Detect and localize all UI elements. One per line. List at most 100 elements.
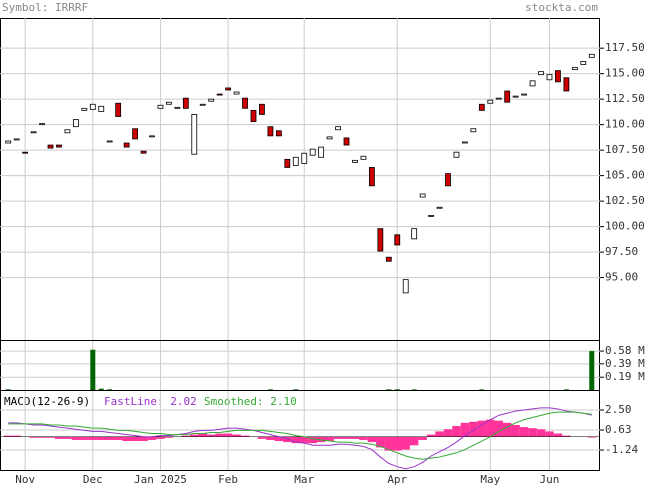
histogram-bar [206,434,216,437]
candle [140,150,147,154]
histogram-bar [215,433,224,437]
histogram-bar [316,436,326,443]
volume-bar [563,389,569,390]
candle [259,103,265,115]
histogram-bar [350,436,360,439]
candle [106,140,113,143]
histogram-bar [80,436,89,440]
legend-entry: Smoothed: 2.10 [204,395,297,408]
candle [233,91,240,95]
candle [13,138,20,141]
y-tick-label: 107.50 [605,143,645,156]
candle [115,102,122,117]
volume-bar [411,389,417,390]
candle [89,103,96,110]
candle [64,129,71,134]
histogram-bar [477,420,487,437]
candle [309,148,316,156]
candle [56,144,62,148]
candle [326,136,333,140]
macd-line [8,411,592,460]
histogram-bar [54,436,64,439]
histogram-bar [519,427,529,437]
candle [132,128,138,140]
histogram-bar [409,436,419,446]
histogram-bar [342,436,351,439]
y-tick-label: 2.50 [605,403,632,416]
histogram-bar [300,436,309,444]
histogram-bar [130,436,140,442]
volume-bar [5,389,11,390]
candle [284,158,291,168]
histogram-bar [97,436,106,440]
x-tick-label: Dec [83,473,103,486]
histogram-bar [63,436,72,439]
candle [402,279,409,294]
volume-bar [386,389,392,390]
histogram-bar [469,421,478,437]
histogram-bar [274,436,284,442]
candle [225,87,232,91]
candle [191,114,198,155]
candle [39,123,45,126]
y-tick-label: 95.00 [605,271,638,284]
histogram-bar [536,429,546,437]
volume-bar [293,389,299,390]
candle [216,93,223,96]
histogram-bar [486,419,495,437]
histogram-bar [232,434,241,437]
candle [436,206,443,209]
volume-bar [589,351,595,390]
histogram-bar [376,436,385,448]
candle [157,104,164,109]
x-tick-label: Jun [540,473,560,486]
histogram-bar [122,436,131,442]
candle [521,93,528,96]
candle [470,128,477,133]
candle [242,97,248,109]
candle [419,193,426,198]
histogram-bar [426,434,436,437]
y-tick-label: 97.50 [605,245,638,258]
candle [462,141,468,144]
y-tick-label: 105.00 [605,169,645,182]
y-tick-label: 0.63 [605,423,632,436]
candle [72,119,79,128]
histogram-bar [240,435,250,437]
candle [588,53,595,58]
candle [411,228,418,240]
histogram-bar [37,436,47,438]
candle [123,142,130,148]
histogram-bar [452,426,461,437]
candle [22,151,29,154]
histogram-bar [308,436,317,444]
candle [571,67,578,70]
candle [453,151,460,158]
candle [335,126,341,131]
histogram-bar [198,433,207,437]
histogram-bar [553,433,563,437]
histogram-bar [494,420,503,437]
candle [495,97,502,100]
candle [352,159,358,163]
histogram-bar [181,435,191,437]
candle [487,99,494,104]
candle [529,80,536,87]
chart-title: Symbol: IRRRF [2,1,88,14]
histogram-bar [4,435,13,437]
histogram-bar [367,436,377,443]
candle [275,130,282,137]
histogram-bar [139,436,148,442]
y-tick-label: 0.19 M [605,370,645,383]
candle [301,152,308,164]
candle [267,126,274,137]
volume-bar [394,389,400,390]
candle [445,173,451,187]
candle [512,95,519,98]
histogram-bar [164,436,174,438]
candle [174,106,181,109]
candle [292,156,299,166]
candle [98,105,105,112]
candle [166,101,172,105]
candle [538,71,544,76]
